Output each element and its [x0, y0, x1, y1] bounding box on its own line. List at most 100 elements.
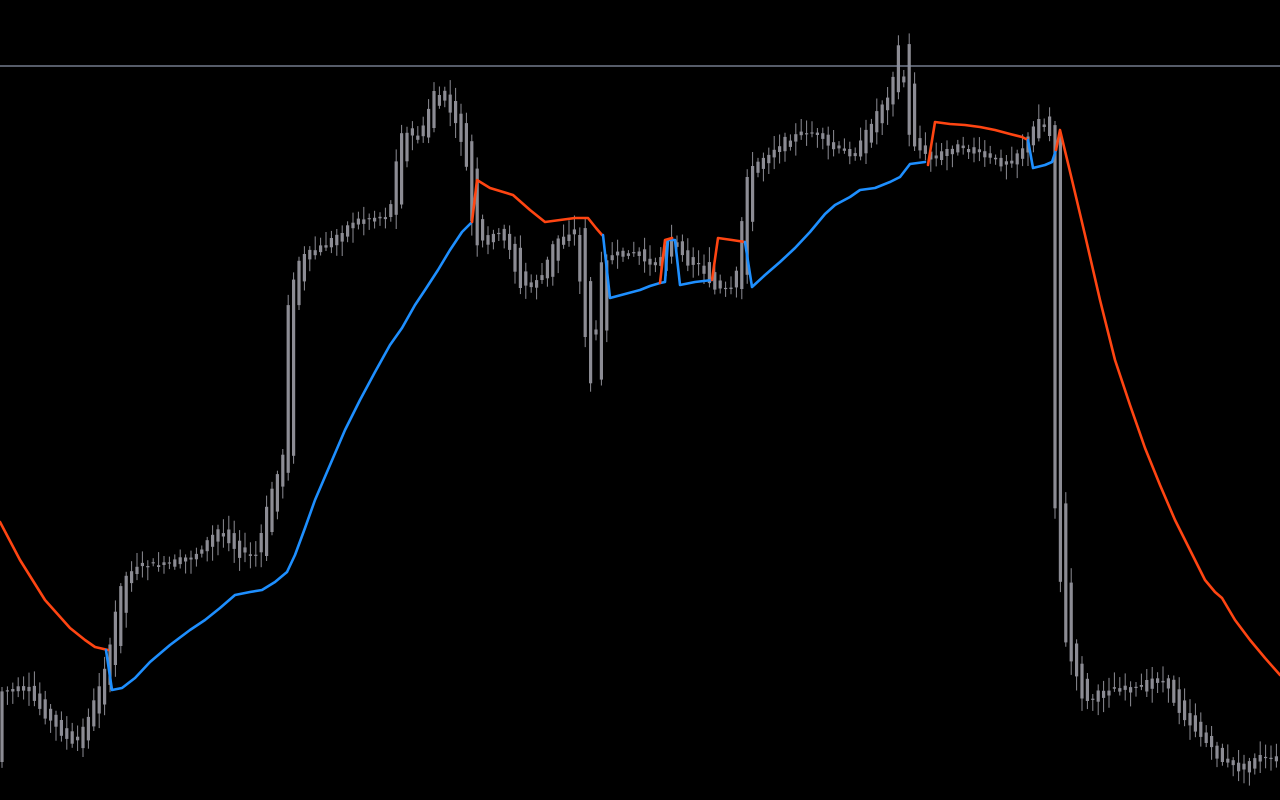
candle-body	[1085, 678, 1089, 701]
candle-body	[1058, 137, 1062, 582]
candle-body	[1177, 689, 1181, 713]
candle-body	[1123, 685, 1127, 690]
candle-body	[227, 529, 231, 544]
candle-body	[632, 252, 636, 254]
candle-body	[194, 553, 198, 560]
candle-body	[610, 255, 614, 261]
candle-body	[1004, 161, 1008, 165]
candle-body	[103, 668, 107, 705]
candle-body	[81, 726, 85, 749]
candle-body	[356, 218, 360, 225]
candle-body	[529, 282, 533, 288]
candle-body	[853, 153, 857, 157]
candle-body	[1269, 757, 1273, 759]
candle-body	[146, 566, 150, 568]
candle-body	[178, 557, 182, 565]
candle-body	[362, 219, 366, 224]
candle-body	[5, 690, 9, 692]
candle-body	[22, 686, 26, 691]
candle-body	[599, 262, 603, 380]
candle-body	[313, 250, 317, 256]
candle-body	[707, 262, 711, 284]
trailing-stop-down-line	[658, 236, 674, 285]
candle-body	[1247, 761, 1251, 773]
candle-body	[32, 685, 36, 701]
candle-body	[443, 90, 447, 101]
candle-body	[351, 222, 355, 229]
candle-body	[475, 168, 479, 246]
candle-body	[1220, 747, 1224, 762]
candle-body	[815, 132, 819, 135]
candle-body	[945, 149, 949, 156]
candle-body	[572, 229, 576, 235]
candle-body	[130, 571, 134, 584]
candle-body	[238, 540, 242, 558]
candle-body	[686, 250, 690, 266]
candle-body	[767, 154, 771, 164]
candle-body	[1048, 116, 1052, 136]
candle-body	[346, 225, 350, 237]
candle-body	[1231, 760, 1235, 766]
candle-body	[848, 149, 852, 157]
candle-body	[1226, 758, 1230, 763]
candle-body	[842, 148, 846, 151]
trailing-stop-up-line	[1026, 138, 1058, 170]
candle-body	[421, 125, 425, 137]
candle-body	[680, 241, 684, 256]
candle-body	[448, 94, 452, 113]
candle-body	[788, 140, 792, 147]
candle-body	[637, 251, 641, 256]
candle-body	[221, 533, 225, 537]
candle-body	[718, 280, 722, 289]
candle-body	[578, 235, 582, 282]
candle-body	[1242, 763, 1246, 770]
trailing-stop-up-line	[601, 233, 714, 300]
candle-body	[972, 147, 976, 154]
candle-body	[243, 547, 247, 553]
candle-body	[918, 138, 922, 151]
candle-body	[934, 155, 938, 159]
candle-body	[940, 151, 944, 160]
candle-body	[497, 232, 501, 235]
candle-body	[416, 135, 420, 140]
candle-body	[702, 265, 706, 274]
candle-body	[108, 644, 112, 685]
candle-body	[1183, 700, 1187, 721]
candle-body	[319, 245, 323, 253]
candles-layer	[0, 33, 1278, 786]
candle-body	[405, 132, 409, 162]
candle-body	[956, 144, 960, 153]
candle-body	[389, 204, 393, 217]
candle-body	[648, 258, 652, 265]
candle-body	[200, 549, 204, 554]
candle-body	[140, 562, 144, 567]
candle-body	[1172, 679, 1176, 703]
candle-body	[675, 242, 679, 247]
candle-body	[1042, 124, 1046, 127]
candle-body	[1188, 713, 1192, 726]
candle-body	[265, 506, 269, 556]
trailing-stop-down-line	[0, 520, 110, 652]
candle-body	[1091, 698, 1095, 700]
candle-body	[124, 575, 128, 613]
candle-body	[427, 108, 431, 138]
candle-body	[1264, 756, 1268, 759]
candle-body	[1102, 690, 1106, 698]
candle-body	[151, 562, 155, 564]
candle-body	[891, 76, 895, 105]
candle-body	[556, 238, 560, 261]
candle-body	[761, 157, 765, 169]
candle-body	[864, 129, 868, 154]
candle-body	[184, 557, 188, 562]
candle-body	[513, 243, 517, 272]
candle-body	[97, 686, 101, 714]
candle-body	[232, 533, 236, 549]
candle-body	[772, 149, 776, 158]
candle-body	[626, 253, 630, 256]
candle-body	[643, 249, 647, 262]
candle-body	[1021, 148, 1025, 159]
candle-body	[1161, 680, 1165, 683]
candle-body	[59, 720, 63, 736]
candle-body	[859, 140, 863, 157]
